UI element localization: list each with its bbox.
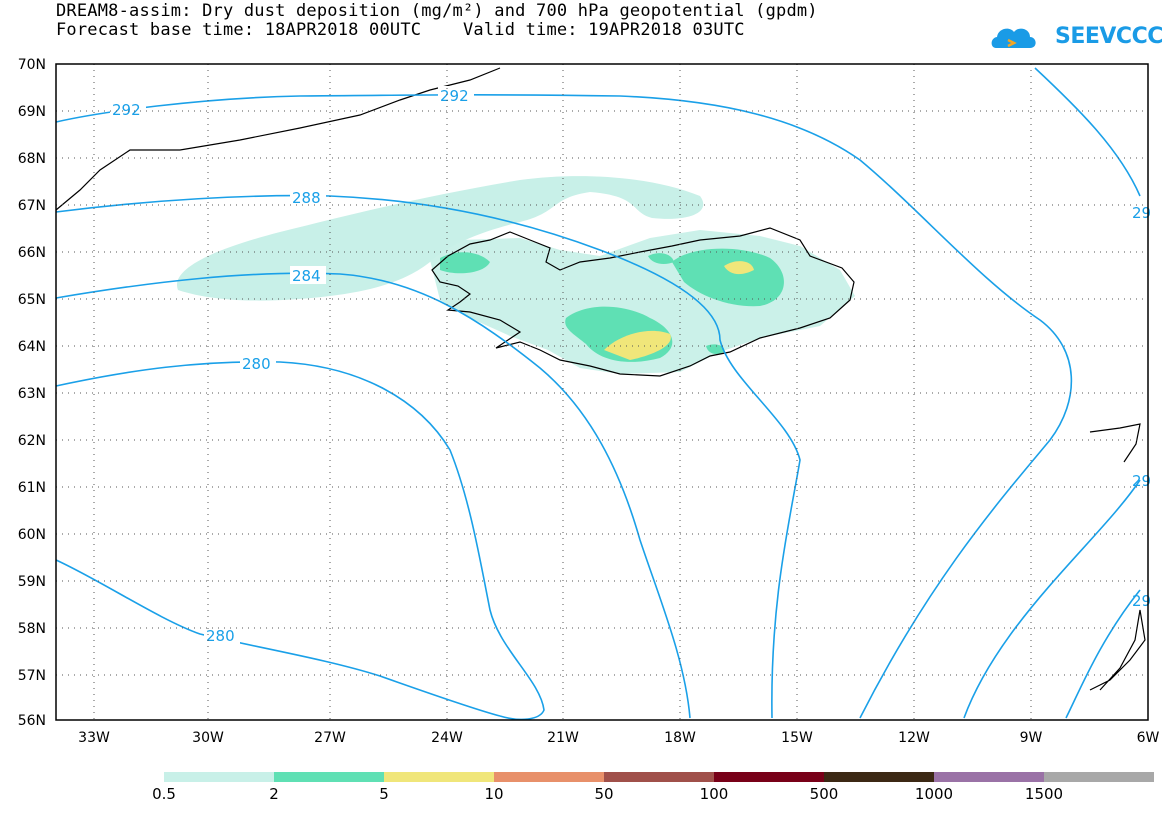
lon-label: 24W bbox=[431, 730, 463, 746]
map-title: DREAM8-assim: Dry dust deposition (mg/m²… bbox=[56, 2, 818, 40]
legend-labels: 0.5 2 5 10 50 100 500 1000 1500 bbox=[0, 785, 1175, 807]
lon-label: 6W bbox=[1137, 730, 1160, 746]
lat-label: 70N bbox=[18, 57, 46, 73]
lat-label: 64N bbox=[18, 339, 46, 355]
title-line-2: Forecast base time: 18APR2018 00UTC Vali… bbox=[56, 20, 745, 40]
lon-label: 9W bbox=[1020, 730, 1043, 746]
legend-label: 1000 bbox=[914, 785, 954, 803]
title-line-1: DREAM8-assim: Dry dust deposition (mg/m²… bbox=[56, 1, 818, 21]
legend-label: 500 bbox=[809, 785, 839, 803]
contour-label: 29 bbox=[1132, 204, 1151, 222]
lat-label: 68N bbox=[18, 151, 46, 167]
legend-swatch bbox=[604, 772, 714, 782]
lat-label: 56N bbox=[18, 713, 46, 729]
lon-label: 21W bbox=[547, 730, 579, 746]
lon-label: 30W bbox=[192, 730, 224, 746]
seevccc-logo: SEEVCCC bbox=[1055, 24, 1163, 49]
lat-label: 66N bbox=[18, 245, 46, 261]
lon-label: 33W bbox=[78, 730, 110, 746]
legend-swatch bbox=[934, 772, 1044, 782]
legend-swatch bbox=[714, 772, 824, 782]
lat-labels: 70N 69N 68N 67N 66N 65N 64N 63N 62N 61N … bbox=[18, 57, 46, 729]
lon-labels: 33W 30W 27W 24W 21W 18W 15W 12W 9W 6W bbox=[78, 730, 1159, 746]
contour-label: 288 bbox=[292, 189, 321, 207]
lon-label: 18W bbox=[664, 730, 696, 746]
lon-label: 15W bbox=[781, 730, 813, 746]
cloud-icon bbox=[991, 28, 1036, 48]
legend-swatch bbox=[494, 772, 604, 782]
contour-label: 280 bbox=[242, 355, 271, 373]
lon-label: 12W bbox=[898, 730, 930, 746]
contour-labels: 292 292 288 284 280 280 29 29 29 bbox=[110, 86, 1151, 645]
legend-label: 100 bbox=[699, 785, 729, 803]
lat-label: 69N bbox=[18, 104, 46, 120]
legend-swatch bbox=[274, 772, 384, 782]
gridlines bbox=[56, 64, 1148, 720]
legend-label: 5 bbox=[379, 785, 389, 803]
legend-label: 10 bbox=[484, 785, 504, 803]
legend-swatch bbox=[824, 772, 934, 782]
lat-label: 58N bbox=[18, 621, 46, 637]
geopotential-contours bbox=[55, 67, 1141, 721]
contour-label: 292 bbox=[440, 87, 469, 105]
dust-shading bbox=[176, 176, 855, 374]
legend-swatch bbox=[1044, 772, 1154, 782]
lat-label: 60N bbox=[18, 527, 46, 543]
contour-label: 292 bbox=[112, 101, 141, 119]
legend-swatch bbox=[384, 772, 494, 782]
legend-label: 50 bbox=[594, 785, 614, 803]
legend-label: 0.5 bbox=[152, 785, 176, 803]
lat-label: 59N bbox=[18, 574, 46, 590]
legend-label: 1500 bbox=[1024, 785, 1064, 803]
lat-label: 67N bbox=[18, 198, 46, 214]
legend-label: 2 bbox=[269, 785, 279, 803]
lat-label: 62N bbox=[18, 433, 46, 449]
contour-label: 29 bbox=[1132, 592, 1151, 610]
coastline bbox=[55, 67, 1146, 691]
map-frame bbox=[55, 63, 1149, 721]
color-legend bbox=[164, 772, 1154, 782]
contour-label: 29 bbox=[1132, 472, 1151, 490]
contour-label: 280 bbox=[206, 627, 235, 645]
legend-swatch bbox=[164, 772, 274, 782]
lat-label: 57N bbox=[18, 668, 46, 684]
lat-label: 63N bbox=[18, 386, 46, 402]
contour-label: 284 bbox=[292, 267, 321, 285]
lat-label: 65N bbox=[18, 292, 46, 308]
lat-label: 61N bbox=[18, 480, 46, 496]
lon-label: 27W bbox=[314, 730, 346, 746]
